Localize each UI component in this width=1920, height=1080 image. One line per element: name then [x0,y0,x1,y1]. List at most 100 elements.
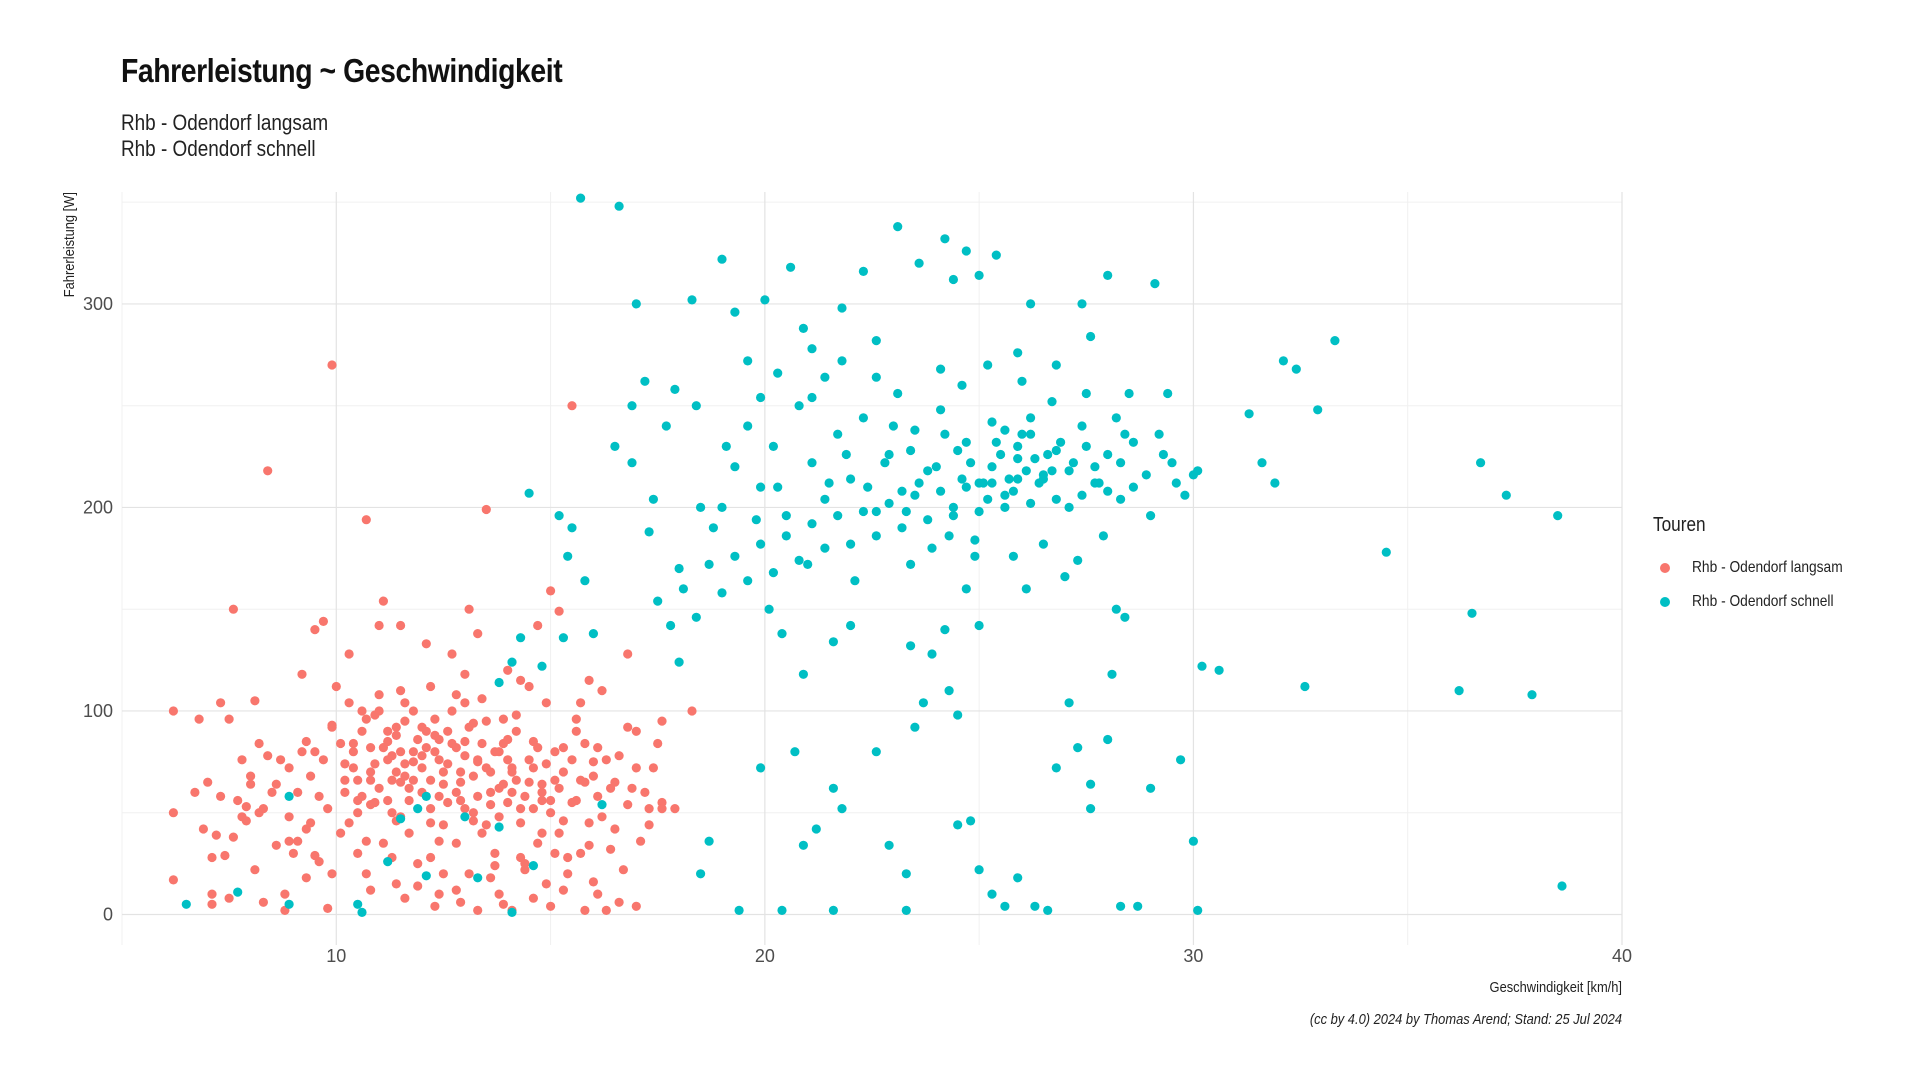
data-point-schnell [507,907,517,918]
data-point-langsam [456,777,466,787]
chart-subtitle-line-2: Rhb - Odendorf schnell [121,136,316,161]
data-point-langsam [438,767,448,777]
data-point-langsam [486,873,496,883]
data-point-langsam [391,767,401,777]
data-point-schnell [837,804,847,814]
data-point-schnell [837,356,847,366]
data-point-schnell [1086,804,1096,814]
data-point-langsam [580,905,590,916]
data-point-schnell [1146,783,1156,793]
legend-title: Touren [1653,514,1706,536]
data-point-schnell [631,299,641,309]
data-point-schnell [563,551,573,561]
legend-item-schnell: Rhb - Odendorf schnell [1660,590,1857,614]
data-point-langsam [490,848,500,859]
data-point-schnell [396,814,406,824]
x-tick-label: 40 [1612,946,1632,966]
data-point-schnell [717,502,727,512]
data-point-langsam [541,879,551,889]
data-point-langsam [456,897,466,907]
data-point-schnell [807,344,817,354]
data-point-schnell [996,449,1006,460]
data-point-schnell [1013,348,1023,358]
data-point-langsam [550,747,560,757]
data-point-schnell [880,458,890,468]
x-axis-label: Geschwindigkeit [km/h] [1490,978,1622,995]
data-point-schnell [1026,498,1036,508]
data-point-schnell [1141,470,1151,480]
data-point-langsam [597,686,607,696]
data-point-schnell [820,372,830,382]
data-point-langsam [400,698,410,708]
data-point-langsam [288,848,298,859]
data-point-langsam [597,812,607,822]
data-point-schnell [987,417,997,427]
data-point-schnell [1047,397,1057,407]
data-point-langsam [610,824,620,834]
data-point-schnell [1128,437,1138,447]
data-point-langsam [601,755,611,765]
data-point-schnell [906,445,916,456]
data-point-schnell [1557,881,1567,891]
data-point-schnell [1064,698,1074,708]
data-point-schnell [807,519,817,529]
data-point-langsam [344,698,354,708]
data-point-schnell [1103,449,1113,460]
data-point-langsam [426,681,436,692]
data-point-langsam [408,757,418,767]
data-point-langsam [400,893,410,903]
data-point-schnell [666,620,676,631]
legend-dot-icon [1660,597,1670,607]
data-point-schnell [580,576,590,586]
data-point-schnell [1188,836,1198,846]
data-point-schnell [863,482,873,492]
data-point-langsam [353,775,363,785]
data-point-langsam [361,515,371,525]
data-point-langsam [323,903,333,914]
data-point-schnell [1051,360,1061,370]
data-point-schnell [884,449,894,460]
data-point-langsam [306,771,316,781]
data-point-schnell [1013,441,1023,451]
data-point-schnell [1553,510,1563,521]
data-point-schnell [777,905,787,916]
data-point-schnell [914,258,924,268]
data-point-langsam [370,710,380,720]
data-point-schnell [811,824,821,834]
data-point-schnell [1150,279,1160,289]
data-point-langsam [473,755,483,765]
data-point-schnell [1111,413,1121,423]
y-tick-label: 100 [83,701,113,721]
data-point-schnell [494,677,504,688]
data-point-schnell [1004,474,1014,484]
data-point-langsam [387,775,397,785]
data-point-langsam [327,869,337,879]
data-point-schnell [953,820,963,830]
data-point-schnell [957,380,967,390]
data-point-schnell [1094,478,1104,488]
data-point-langsam [477,738,487,749]
data-point-schnell [353,899,363,909]
data-point-schnell [588,629,599,639]
data-point-schnell [284,791,294,802]
data-point-schnell [1128,482,1138,492]
data-point-schnell [940,429,950,439]
data-point-langsam [434,791,444,802]
data-point-schnell [940,625,950,635]
data-point-schnell [1000,901,1010,911]
data-point-schnell [790,747,800,757]
data-point-langsam [374,620,384,631]
data-point-langsam [198,824,208,834]
data-point-langsam [546,795,556,806]
data-point-langsam [241,816,251,826]
data-point-schnell [1278,356,1288,366]
plot-grid [121,192,1623,945]
data-point-langsam [558,816,569,826]
data-point-schnell [991,250,1001,260]
data-point-langsam [447,706,457,716]
data-point-langsam [438,869,448,879]
data-point-schnell [1086,331,1096,342]
data-point-langsam [456,795,466,806]
data-point-schnell [940,234,950,244]
data-point-schnell [824,478,834,488]
